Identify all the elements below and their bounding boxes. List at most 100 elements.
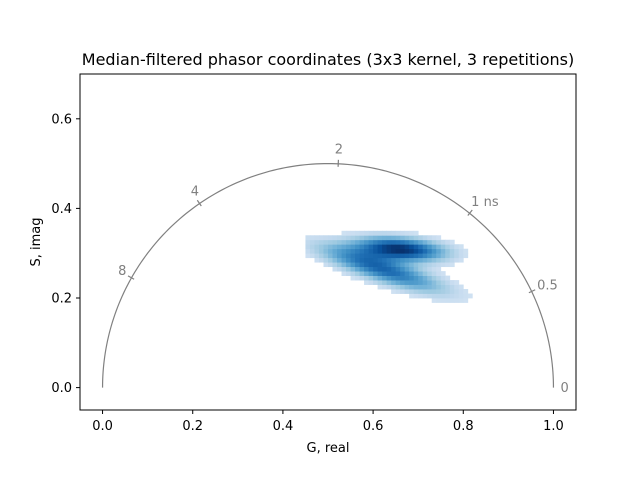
histogram-bin [395, 266, 401, 272]
histogram-bin [427, 275, 433, 281]
histogram-bin [373, 244, 378, 250]
histogram-bin [391, 253, 397, 259]
histogram-bin [346, 262, 351, 268]
histogram-bin [391, 244, 397, 250]
x-axis: 0.0 0.2 0.4 0.6 0.8 1.0 [92, 410, 564, 434]
histogram-bin [400, 253, 406, 259]
histogram-bin [373, 239, 378, 245]
histogram-bin [337, 257, 342, 263]
histogram-bin [395, 248, 401, 254]
histogram-bin [400, 266, 406, 272]
histogram-bin [391, 248, 397, 254]
histogram-bin [458, 289, 464, 294]
histogram-bin [404, 230, 410, 236]
histogram-bin [449, 298, 455, 303]
histogram-bin [409, 239, 415, 245]
histogram-bin [377, 244, 383, 250]
histogram-bin [373, 262, 378, 268]
histogram-bin [318, 235, 324, 241]
histogram-bin [395, 275, 401, 281]
histogram-bin [341, 248, 347, 254]
histogram-bin [409, 284, 415, 290]
histogram-bin [341, 244, 347, 250]
histogram-bin [427, 239, 433, 245]
histogram-bin [395, 239, 401, 245]
histogram-bin [323, 244, 329, 250]
histogram-bin [323, 248, 329, 254]
histogram-bin [404, 239, 410, 245]
histogram-bin [305, 244, 311, 250]
histogram-bin [391, 271, 397, 276]
histogram-bin [454, 280, 460, 285]
histogram-bin [377, 230, 383, 236]
histogram-bin [440, 257, 446, 263]
histogram-bin [346, 235, 351, 241]
histogram-bin [332, 239, 338, 245]
histogram-bin [386, 262, 392, 268]
histogram-bin [436, 239, 442, 245]
histogram-bin [427, 271, 433, 276]
histogram-bin [445, 298, 451, 303]
histogram-bin [418, 275, 424, 281]
histogram-bin [323, 257, 329, 263]
histogram-bin [382, 248, 388, 254]
histogram-bin [377, 248, 383, 254]
histogram-bin [440, 280, 446, 285]
histogram-bin [391, 235, 397, 241]
histogram-bin [373, 253, 378, 259]
histogram-bin [395, 253, 401, 259]
histogram-bin [309, 244, 315, 250]
histogram-bin [422, 284, 428, 290]
histogram-bin [305, 253, 311, 259]
universal-semicircle [101, 162, 555, 388]
histogram-bin [341, 253, 347, 259]
histogram-bin [422, 280, 428, 285]
histogram-bin [382, 230, 388, 236]
histogram-bin [368, 230, 374, 236]
histogram-bin [440, 248, 446, 254]
x-axis-label: G, real [307, 441, 350, 456]
histogram-bin [368, 275, 374, 281]
histogram-bin [323, 239, 329, 245]
histogram-bin [341, 262, 347, 268]
histogram-bin [404, 266, 410, 272]
histogram-bin [332, 244, 338, 250]
y-tick-label: 0.0 [51, 381, 72, 396]
histogram-bin [328, 239, 333, 245]
histogram-bin [431, 271, 437, 276]
x-tick-label: 0.4 [273, 419, 294, 434]
histogram-bin [458, 244, 464, 250]
histogram-bin [440, 271, 446, 276]
histogram-bin [436, 271, 442, 276]
histogram-bin [332, 266, 338, 272]
histogram-bin [404, 248, 410, 254]
histogram-bin [368, 239, 374, 245]
histogram-bin [337, 248, 342, 254]
histogram-bin [355, 248, 360, 254]
histogram-bin [436, 253, 442, 259]
histogram-bin [395, 271, 401, 276]
histogram-bin [323, 262, 329, 268]
histogram-bin [400, 271, 406, 276]
histogram-bin [309, 235, 315, 241]
histogram-bin [359, 239, 365, 245]
histogram-bin [431, 253, 437, 259]
histogram-bin [400, 257, 406, 263]
histogram-bin [413, 293, 419, 299]
histogram-bin [364, 262, 369, 268]
histogram-bin [350, 230, 356, 236]
x-tick-label: 0.6 [363, 419, 384, 434]
histogram-bin [359, 262, 365, 268]
histogram-bin [413, 289, 419, 294]
histogram-bin [440, 262, 446, 268]
histogram-bin [346, 244, 351, 250]
histogram-bin [377, 284, 383, 290]
histogram-bins [305, 230, 473, 303]
histogram-bin [427, 248, 433, 254]
histogram-bin [373, 257, 378, 263]
histogram-bin [431, 235, 437, 241]
histogram-bin [436, 298, 442, 303]
histogram-bin [377, 239, 383, 245]
histogram-bin [440, 298, 446, 303]
histogram-bin [463, 253, 469, 259]
